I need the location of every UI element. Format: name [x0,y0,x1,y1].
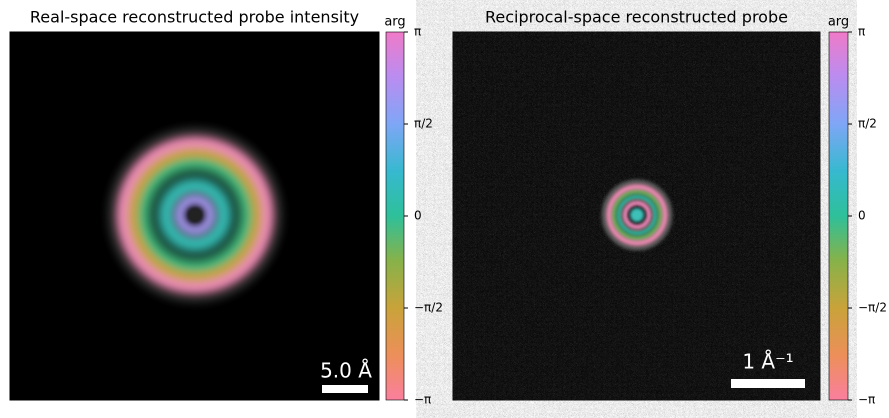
colorbar-tick-label: π [858,25,865,39]
colorbar-tick-label: 0 [858,209,866,223]
panel-real [9,31,405,401]
colorbar-tick-label: π/2 [858,116,877,130]
chart-title: Reciprocal-space reconstructed probe [485,8,788,27]
scale-bar [731,379,805,388]
colorbar-tick-label: −π/2 [858,301,887,315]
colorbar [385,31,405,401]
probe-center [188,208,202,222]
colorbar-tick-label: π/2 [414,116,433,130]
colorbar-tick-label: 0 [414,209,422,223]
probe-rings [107,127,283,303]
probe-center [630,208,644,222]
colorbar-label: arg [384,15,405,30]
colorbar [828,31,849,401]
colorbar-tick-label: π [414,25,421,39]
scale-bar-label: 1 Å⁻¹ [742,350,793,374]
scale-bar-label: 5.0 Å [320,359,372,383]
colorbar-tick-label: −π/2 [414,301,443,315]
colorbar-tick-label: −π [858,393,875,407]
chart-title: Real-space reconstructed probe intensity [30,8,359,27]
colorbar-tick-label: −π [414,393,431,407]
probe-rings [601,179,673,251]
panel-reciprocal [452,31,849,401]
scale-bar [322,385,368,393]
colorbar-label: arg [828,15,849,30]
